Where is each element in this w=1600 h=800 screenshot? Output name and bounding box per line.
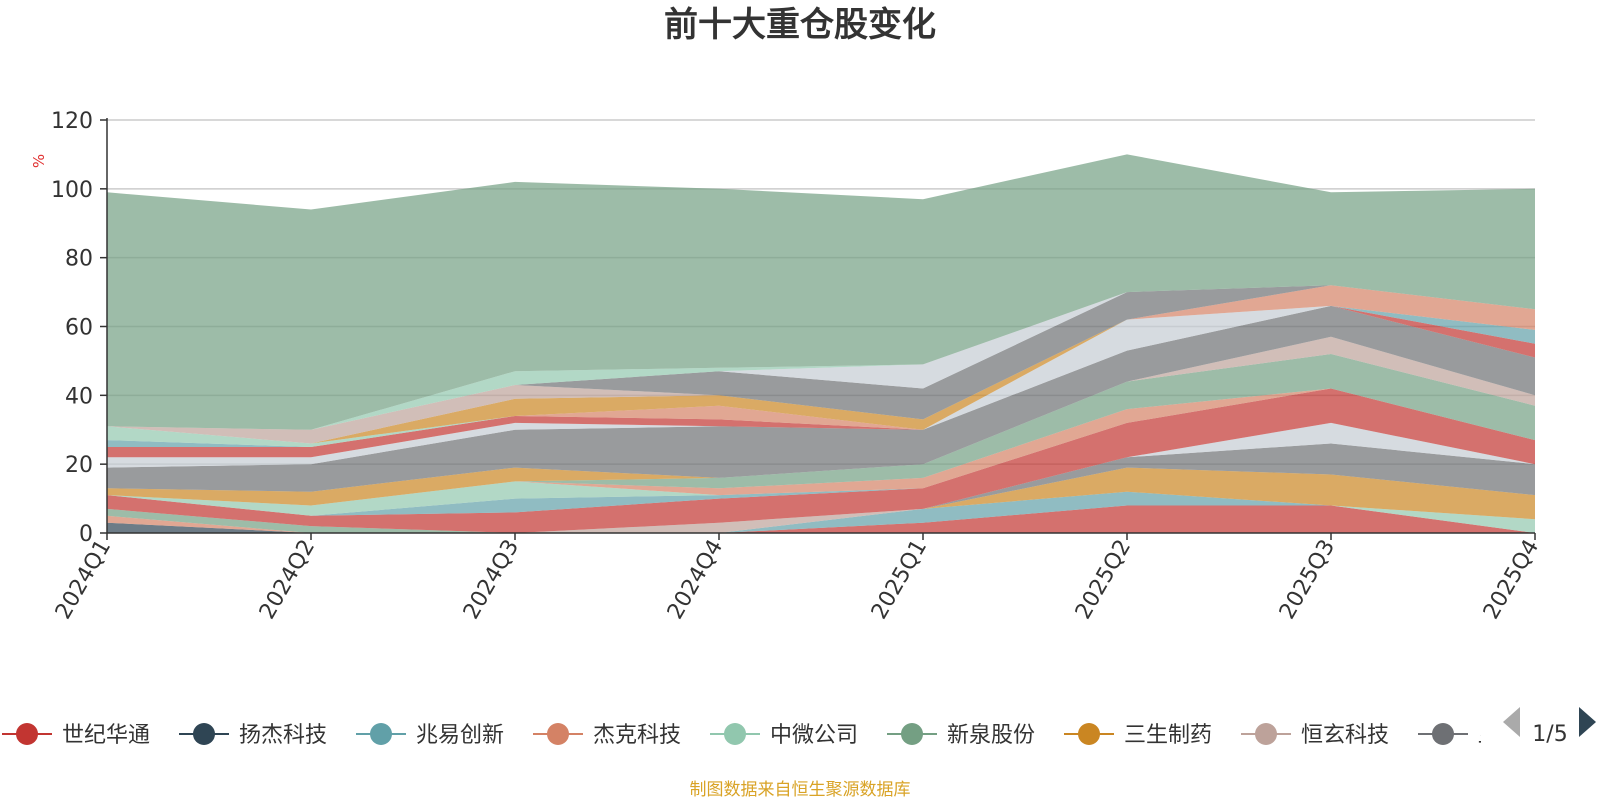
legend-label: 显 [1478,723,1500,748]
chart-title: 前十大重仓股变化 [664,5,936,45]
legend-item-cut-off[interactable]: 显 [1418,723,1500,748]
legend-item-中微公司[interactable]: 中微公司 [710,723,858,748]
legend-label: 兆易创新 [416,723,504,748]
legend-item-兆易创新[interactable]: 兆易创新 [356,723,504,748]
x-tick-label: 2025Q1 [867,536,932,624]
legend-marker [1255,723,1277,745]
legend-label: 中微公司 [770,723,858,748]
legend-marker [901,723,923,745]
area-series-S13 [107,388,1535,516]
legend-label: 恒玄科技 [1301,723,1389,748]
legend-item-新泉股份[interactable]: 新泉股份 [887,723,1035,748]
legend-marker [193,723,215,745]
legend-label: 世纪华通 [62,723,150,748]
x-axis-ticks: 2024Q1 2024Q2 2024Q3 2024Q4 2025Q1 2025Q2 2025… [51,533,1544,624]
area-series-S24 [107,285,1535,444]
y-tick-label: 60 [65,316,93,341]
area-series-S09 [107,443,1535,533]
legend-marker [1078,723,1100,745]
area-series-兆易创新 [107,491,1535,533]
legend-label: 扬杰科技 [239,723,327,748]
legend-marker [724,723,746,745]
area-series-S29 [107,154,1535,430]
area-series-S11 [107,388,1535,533]
area-series [107,154,1535,533]
legend-item-杰克科技[interactable]: 杰克科技 [533,723,681,748]
area-series-S10 [107,422,1535,533]
x-tick-label: 2024Q2 [255,536,320,624]
area-series-S25 [107,285,1535,444]
y-tick-label: 80 [65,247,93,272]
legend[interactable]: 世纪华通 扬杰科技 兆易创新 杰克科技 中微公司 新泉股份 三生制药 恒玄科技 显 [2,723,1500,748]
x-tick-label: 2025Q4 [1479,536,1544,624]
area-series-三生制药 [107,467,1535,533]
legend-marker [1432,723,1454,745]
area-series-S20 [107,305,1535,458]
y-axis-ticks: 0 20 40 60 80 100 120 [51,109,107,547]
x-tick-label: 2025Q2 [1071,536,1136,624]
area-series-S28 [107,285,1535,430]
y-tick-label: 0 [79,522,93,547]
legend-label: 新泉股份 [947,723,1035,748]
x-tick-label: 2024Q4 [663,536,728,624]
area-series-S15 [107,354,1535,506]
x-tick-label: 2024Q3 [459,536,524,624]
area-series-恒玄科技 [107,467,1535,533]
legend-item-世纪华通[interactable]: 世纪华通 [2,723,150,748]
legend-label: 杰克科技 [593,723,681,748]
legend-page-indicator: 1/5 [1532,722,1567,747]
legend-marker [370,723,392,745]
y-tick-label: 20 [65,453,93,478]
area-series-世纪华通 [107,505,1535,533]
legend-pager: 1/5 [1503,707,1596,747]
area-series-扬杰科技 [107,505,1535,533]
legend-item-恒玄科技[interactable]: 恒玄科技 [1241,723,1389,748]
area-series-S18 [107,305,1535,492]
triangle-left-icon[interactable] [1503,707,1520,737]
area-series-S26 [107,285,1535,430]
legend-marker [547,723,569,745]
x-tick-label: 2025Q3 [1275,536,1340,624]
legend-item-扬杰科技[interactable]: 扬杰科技 [179,723,327,748]
legend-marker [16,723,38,745]
legend-label: 三生制药 [1124,723,1212,748]
area-series-杰克科技 [107,491,1535,533]
y-tick-label: 120 [51,109,93,134]
data-source-note: 制图数据来自恒生聚源数据库 [690,780,911,800]
y-tick-label: 40 [65,384,93,409]
y-axis-unit-label: % [30,154,48,168]
legend-item-三生制药[interactable]: 三生制药 [1064,723,1212,748]
triangle-right-icon[interactable] [1579,707,1596,737]
y-tick-label: 100 [51,178,93,203]
area-series-S23 [107,285,1535,444]
x-tick-label: 2024Q1 [51,536,116,624]
